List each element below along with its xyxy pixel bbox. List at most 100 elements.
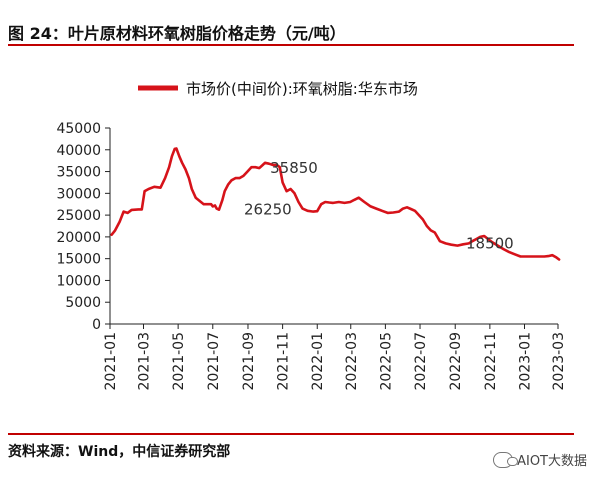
series-point <box>445 242 447 244</box>
series-point <box>268 163 270 165</box>
x-tick-label: 2021-07 <box>206 332 222 391</box>
series-point <box>224 190 226 192</box>
value-annotation: 26250 <box>244 201 292 219</box>
series-point <box>286 190 288 192</box>
y-tick-label: 15000 <box>56 252 101 268</box>
series-point <box>363 201 365 203</box>
series-point <box>320 203 322 205</box>
series-point <box>353 199 355 201</box>
series-point <box>246 171 248 173</box>
series-point <box>414 210 416 212</box>
series-point <box>262 164 264 166</box>
x-tick-label: 2021-11 <box>276 332 292 391</box>
series-point <box>210 203 212 205</box>
series-point <box>282 181 284 183</box>
x-tick-label: 2022-09 <box>448 332 464 391</box>
x-tick-label: 2021-01 <box>103 332 119 391</box>
x-tick-label: 2022-07 <box>413 332 429 391</box>
series-point <box>264 162 266 164</box>
series-point <box>387 212 389 214</box>
series-point <box>195 197 197 199</box>
series-point <box>175 147 177 150</box>
series-point <box>250 166 252 168</box>
series-point <box>276 164 278 166</box>
series-point <box>111 234 113 236</box>
series-point <box>293 192 296 194</box>
series-point <box>301 208 304 210</box>
series-point <box>422 218 424 221</box>
x-axis: 2021-01 2021-03 2021-05 2021-07 2021-09 2021-… <box>103 323 567 391</box>
series-point <box>547 255 549 257</box>
x-tick-label: 2023-03 <box>551 332 567 391</box>
price-line-chart: 市场价(中间价):环氧树脂:华东市场 0 5000 10000 15000 20000 2… <box>56 80 567 391</box>
series-point <box>375 208 377 210</box>
series-point <box>119 221 121 223</box>
y-axis: 0 5000 10000 15000 20000 25000 30000 35000 40000… <box>56 121 111 333</box>
series-point <box>131 209 133 211</box>
watermark: AIOT大数据 <box>493 450 587 469</box>
series-point <box>450 244 452 246</box>
series-point <box>491 241 493 243</box>
series-point <box>316 210 318 212</box>
series-point <box>418 214 420 216</box>
series-point <box>479 236 481 238</box>
series-point <box>324 201 326 203</box>
series-point <box>141 208 143 210</box>
source-rule <box>8 433 574 435</box>
x-tick-label: 2023-01 <box>517 332 533 391</box>
series-point <box>487 238 489 240</box>
series-point <box>212 205 214 207</box>
legend-label: 市场价(中间价):环氧树脂:华东市场 <box>186 80 418 98</box>
y-tick-label: 10000 <box>56 273 101 289</box>
series-point <box>508 251 510 253</box>
series-point <box>537 255 539 258</box>
series-point <box>392 211 394 214</box>
series-point <box>456 245 459 247</box>
series-point <box>519 255 522 258</box>
series-point <box>555 256 557 258</box>
x-tick-label: 2022-01 <box>310 332 326 391</box>
series-point <box>358 197 360 199</box>
x-tick-label: 2021-05 <box>171 332 187 391</box>
series-point <box>430 229 432 231</box>
series-point <box>214 204 216 207</box>
series-point <box>381 210 383 212</box>
legend: 市场价(中间价):环氧树脂:华东市场 <box>138 80 418 98</box>
series-point <box>434 231 436 234</box>
annotations: 35850 26250 18500 <box>244 159 514 253</box>
y-tick-label: 20000 <box>56 230 101 246</box>
series-point <box>439 240 441 242</box>
series-point <box>551 254 553 256</box>
x-tick-label: 2021-03 <box>137 332 153 391</box>
series-point <box>181 162 183 164</box>
x-tick-label: 2022-03 <box>344 332 360 391</box>
series-point <box>483 235 485 237</box>
series-point <box>297 201 300 203</box>
series-point <box>171 155 173 157</box>
series-point <box>238 177 241 179</box>
y-tick-label: 25000 <box>56 208 101 224</box>
series-point <box>174 148 176 150</box>
series-point <box>406 206 408 208</box>
series-point <box>514 253 516 255</box>
series-point <box>234 177 237 179</box>
series-point <box>426 225 428 227</box>
series-point <box>307 210 309 212</box>
value-annotation: 35850 <box>270 159 318 177</box>
series-point <box>332 202 334 204</box>
series-point <box>148 188 150 190</box>
series-point <box>402 208 404 210</box>
series-point <box>168 166 170 168</box>
series-point <box>127 212 129 214</box>
series-point <box>462 243 464 245</box>
series-point <box>410 208 412 210</box>
series-points <box>111 147 560 261</box>
series-point <box>203 203 205 205</box>
title-rule <box>8 44 574 46</box>
series-point <box>184 168 187 170</box>
series-point <box>221 199 223 201</box>
y-tick-label: 40000 <box>56 143 101 159</box>
chart-title: 图 24：叶片原材料环氧树脂价格走势（元/吨） <box>8 24 346 43</box>
series-point <box>227 184 229 186</box>
value-annotation: 18500 <box>466 234 514 252</box>
